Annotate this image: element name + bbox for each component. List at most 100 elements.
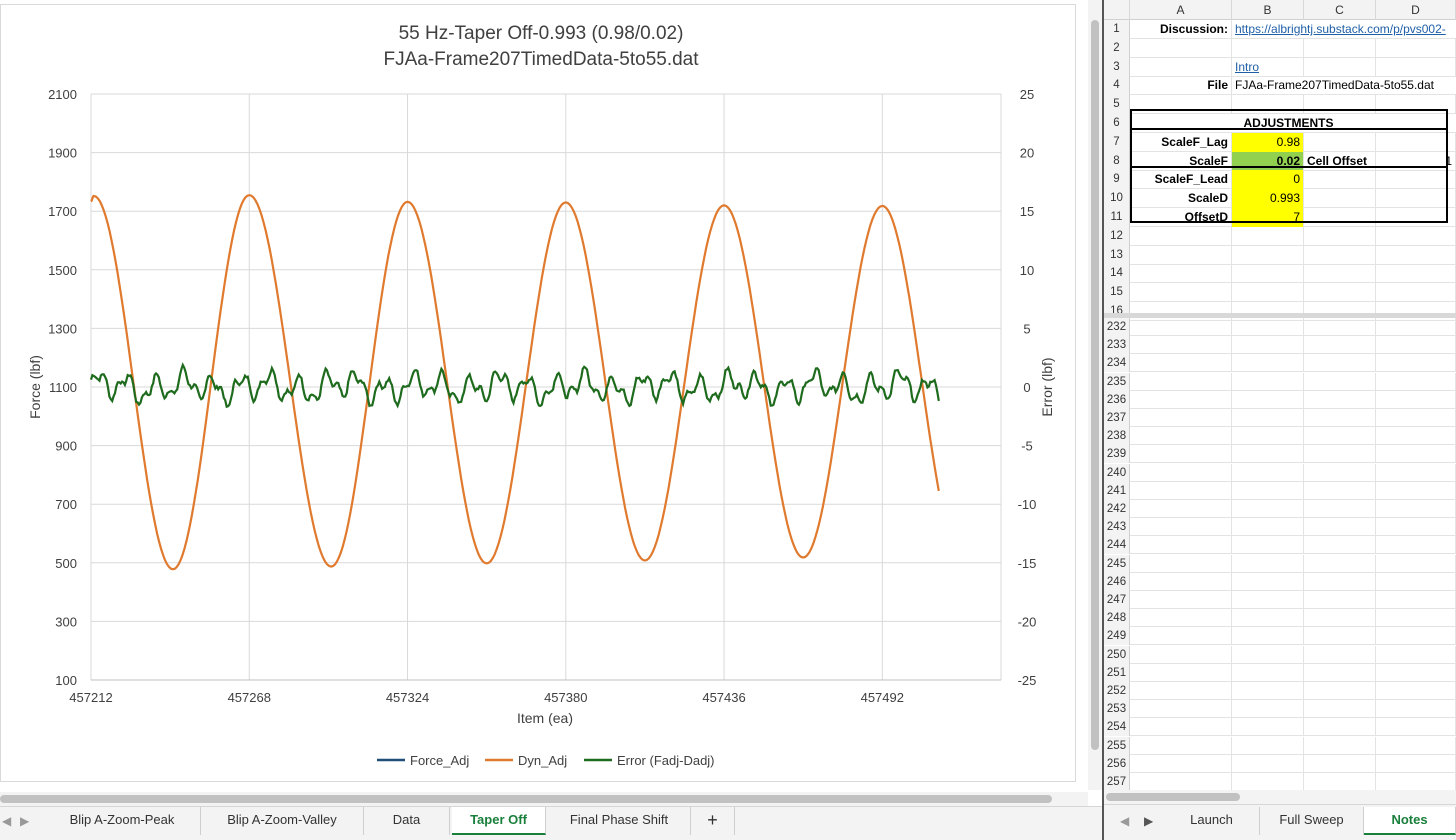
cell[interactable] [1304,445,1376,464]
cell-a[interactable]: ScaleF_Lead [1130,170,1232,190]
frozen-split-bar[interactable] [1104,313,1456,318]
cell[interactable] [1130,736,1232,755]
cell-a[interactable]: File [1130,76,1232,96]
row-header[interactable]: 250 [1104,645,1130,664]
cell[interactable] [1376,481,1456,500]
cell[interactable] [1130,718,1232,737]
cell[interactable] [1130,518,1232,537]
cell[interactable] [1130,445,1232,464]
tab-scroll-left-icon[interactable]: ◀ [1120,814,1130,828]
row-header[interactable]: 6 [1104,114,1130,133]
cell[interactable] [1232,627,1304,646]
cell[interactable] [1232,481,1304,500]
pane-divider[interactable] [1102,0,1104,840]
cell[interactable] [1376,591,1456,609]
cell-d[interactable] [1376,245,1456,265]
cell[interactable] [1376,663,1456,682]
cell[interactable] [1376,754,1456,773]
cell[interactable] [1376,773,1456,791]
cell[interactable] [1376,409,1456,427]
cell[interactable] [1376,609,1456,628]
cell[interactable] [1376,627,1456,646]
cell-d[interactable] [1376,189,1456,209]
cell[interactable] [1130,554,1232,573]
cell[interactable] [1376,372,1456,391]
tab-scroll-right-icon[interactable]: ▶ [1144,814,1154,828]
row-header[interactable]: 2 [1104,38,1130,58]
cell[interactable] [1304,609,1376,628]
cell-a[interactable] [1130,57,1232,77]
cell-d[interactable]: 1 [1376,151,1456,171]
cell[interactable] [1130,773,1232,791]
cell[interactable] [1304,536,1376,555]
cell[interactable] [1232,682,1304,700]
cell[interactable] [1376,536,1456,555]
cell[interactable] [1232,736,1304,755]
cell[interactable] [1304,336,1376,355]
row-header[interactable]: 251 [1104,663,1130,682]
cell-b[interactable]: 7 [1232,208,1304,227]
cell[interactable] [1376,554,1456,573]
row-header[interactable]: 243 [1104,518,1130,537]
cell[interactable] [1130,463,1232,482]
horizontal-scrollbar[interactable] [0,792,1088,806]
row-header[interactable]: 244 [1104,536,1130,555]
cell[interactable] [1304,627,1376,646]
row-header[interactable]: 238 [1104,427,1130,446]
column-header-b[interactable]: B [1232,0,1304,20]
row-header[interactable]: 255 [1104,736,1130,755]
row-header[interactable]: 248 [1104,609,1130,628]
cell[interactable] [1232,572,1304,591]
row-header[interactable]: 14 [1104,264,1130,284]
horizontal-scrollbar-right[interactable] [1104,790,1456,804]
cell[interactable] [1130,336,1232,355]
cell[interactable] [1232,663,1304,682]
cell[interactable] [1130,390,1232,409]
cell-d[interactable] [1376,226,1456,246]
cell-d[interactable] [1376,264,1456,284]
tab-final-phase-shift[interactable]: Final Phase Shift [548,807,691,835]
cell[interactable] [1376,445,1456,464]
cell[interactable] [1232,645,1304,664]
cell[interactable] [1304,700,1376,719]
cell[interactable] [1376,427,1456,446]
cell-a[interactable] [1130,38,1232,58]
cell-b[interactable] [1232,302,1304,321]
tab-blip-a-zoom-valley[interactable]: Blip A-Zoom-Valley [201,807,364,835]
cell-c[interactable] [1304,95,1376,115]
cell[interactable] [1232,427,1304,446]
cell[interactable] [1232,700,1304,719]
cell[interactable] [1130,409,1232,427]
row-header[interactable]: 242 [1104,500,1130,518]
cell[interactable] [1232,609,1304,628]
row-header[interactable]: 3 [1104,57,1130,77]
cell-a[interactable]: ScaleF [1130,151,1232,171]
row-header[interactable]: 11 [1104,208,1130,227]
cell-c[interactable] [1304,283,1376,303]
cell[interactable] [1232,536,1304,555]
cell-a[interactable]: Discussion: [1130,20,1232,39]
cell[interactable] [1376,645,1456,664]
row-header[interactable]: 7 [1104,132,1130,152]
cell-b[interactable] [1232,226,1304,246]
cell[interactable] [1304,481,1376,500]
cell-d[interactable] [1376,170,1456,190]
cell[interactable] [1232,390,1304,409]
cell[interactable] [1376,718,1456,737]
cell[interactable] [1304,390,1376,409]
cell-b[interactable]: Intro [1232,57,1304,77]
cell[interactable] [1232,718,1304,737]
tab-data[interactable]: Data [364,807,450,835]
cell-c[interactable] [1304,245,1376,265]
tab-scroll-right-icon[interactable]: ▶ [20,814,30,828]
cell[interactable] [1232,463,1304,482]
cell-c[interactable] [1304,38,1376,58]
scroll-thumb[interactable] [0,795,1052,803]
cell-d[interactable] [1376,95,1456,115]
cell-a[interactable]: OffsetD [1130,208,1232,227]
cell-b[interactable] [1232,264,1304,284]
cell[interactable] [1304,645,1376,664]
cell[interactable] [1232,754,1304,773]
cell[interactable] [1304,409,1376,427]
cell[interactable] [1130,645,1232,664]
